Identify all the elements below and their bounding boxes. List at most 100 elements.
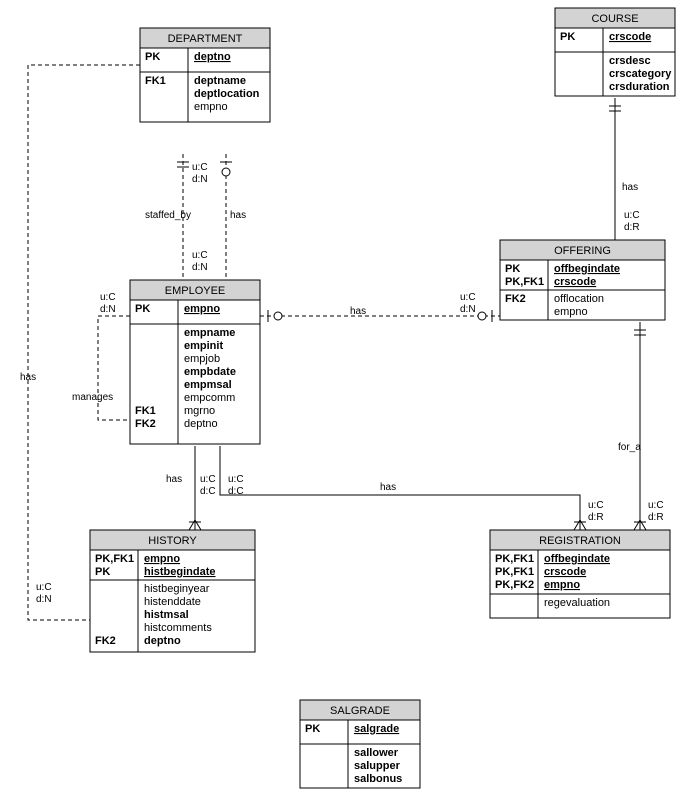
svg-text:staffed_by: staffed_by [145,210,191,221]
entity-title: HISTORY [148,535,197,547]
entity-offering: OFFERING PK offbegindate PK,FK1 crscode FK2 of… [500,240,665,320]
svg-text:has: has [166,474,182,485]
svg-text:d:R: d:R [648,512,664,523]
svg-text:has: has [230,210,246,221]
attr: crscategory [609,68,672,80]
key-label: PK,FK1 [95,553,134,565]
key-label: FK2 [505,293,526,305]
svg-text:u:C: u:C [624,210,640,221]
key-label: FK2 [95,635,116,647]
attr: histmsal [144,609,189,621]
svg-text:d:R: d:R [624,222,640,233]
key-label: PK [95,566,110,578]
attr: salupper [354,760,401,772]
svg-text:d:N: d:N [460,304,476,315]
attr: deptno [194,51,231,63]
attr: empno [184,303,220,315]
key-label: PK [145,51,160,63]
svg-text:d:N: d:N [36,594,52,605]
attr: histbeginyear [144,583,210,595]
entity-title: DEPARTMENT [168,33,243,45]
entity-title: COURSE [591,13,638,25]
attr: deptlocation [194,88,260,100]
attr: offbegindate [554,263,620,275]
key-label: PK [305,723,320,735]
attr: empname [184,327,235,339]
attr: histbegindate [144,566,216,578]
attr: empno [554,306,588,318]
entity-registration: REGISTRATION PK,FK1 offbegindate PK,FK1 crsc… [490,530,670,618]
svg-text:u:C: u:C [200,474,216,485]
entity-course: COURSEPKcrscodecrsdesccrscategorycrsdura… [555,8,675,96]
attr: crscode [544,566,586,578]
key-label: PK [505,263,520,275]
key-label: PK,FK2 [495,579,534,591]
attr: histenddate [144,596,201,608]
svg-text:d:C: d:C [228,486,244,497]
svg-text:u:C: u:C [228,474,244,485]
svg-text:d:N: d:N [192,174,208,185]
svg-text:d:C: d:C [200,486,216,497]
rel-emp_has_hist: has u:Cd:C [166,433,216,530]
attr: salbonus [354,773,402,785]
entity-title: SALGRADE [330,705,390,717]
entity-title: OFFERING [554,245,611,257]
entity-history: HISTORY PK,FK1 empno PK histbegindate histbeg… [90,530,255,652]
entity-title: EMPLOYEE [165,285,226,297]
svg-text:u:C: u:C [460,292,476,303]
key-label: PK,FK1 [495,553,534,565]
er-diagram: staffed_byu:Cd:Nu:Cd:Nhashasu:Cd:Nmanage… [0,0,690,803]
attr: crscode [554,276,596,288]
rel-course_has_off: has u:Cd:R [609,98,640,250]
attr: empbdate [184,366,236,378]
svg-text:d:N: d:N [192,262,208,273]
attr: crscode [609,31,651,43]
svg-text:has: has [622,182,638,193]
attr: offbegindate [544,553,610,565]
key-label: FK1 [145,75,166,87]
attr: empno [194,101,228,113]
attr: histcomments [144,622,212,634]
svg-text:has: has [20,372,36,383]
svg-text:u:C: u:C [192,250,208,261]
attr: empno [144,553,180,565]
rel-emp_has_off: has u:Cd:N [260,292,500,322]
entity-title: REGISTRATION [539,535,621,547]
attr: empinit [184,340,223,352]
key-label: PK [135,303,150,315]
key-label: PK,FK1 [495,566,534,578]
attr: deptno [144,635,181,647]
rel-emp_has_reg: hasu:Cd:Cu:Cd:R [214,433,604,530]
attr: deptno [184,418,218,430]
entity-employee: EMPLOYEE PK empno empnameempinitempjobempbd… [130,280,260,444]
entity-salgrade: SALGRADE PK salgrade sallowersaluppersalbon… [300,700,420,788]
attr: empjob [184,353,220,365]
svg-text:d:N: d:N [100,304,116,315]
attr: empmsal [184,379,232,391]
key-label: PK,FK1 [505,276,544,288]
attr: crsduration [609,81,670,93]
svg-text:has: has [350,306,366,317]
svg-text:has: has [380,482,396,493]
attr: empcomm [184,392,235,404]
key-label: FK1 [135,405,156,417]
svg-text:u:C: u:C [588,500,604,511]
svg-text:u:C: u:C [100,292,116,303]
svg-text:for_a: for_a [618,442,641,453]
attr: crsdesc [609,55,651,67]
attr: regevaluation [544,597,610,609]
svg-text:d:R: d:R [588,512,604,523]
attr: offlocation [554,293,604,305]
svg-text:u:C: u:C [192,162,208,173]
svg-text:u:C: u:C [648,500,664,511]
attr: mgrno [184,405,215,417]
rel-for_a: for_a u:Cd:R [618,322,664,530]
attr: empno [544,579,580,591]
entity-department: DEPARTMENT PK deptno FK1 deptnamedeptlocatio… [140,28,270,122]
svg-text:u:C: u:C [36,582,52,593]
key-label: FK2 [135,418,156,430]
attr: deptname [194,75,246,87]
attr: salgrade [354,723,399,735]
svg-text:manages: manages [72,392,113,403]
attr: sallower [354,747,399,759]
